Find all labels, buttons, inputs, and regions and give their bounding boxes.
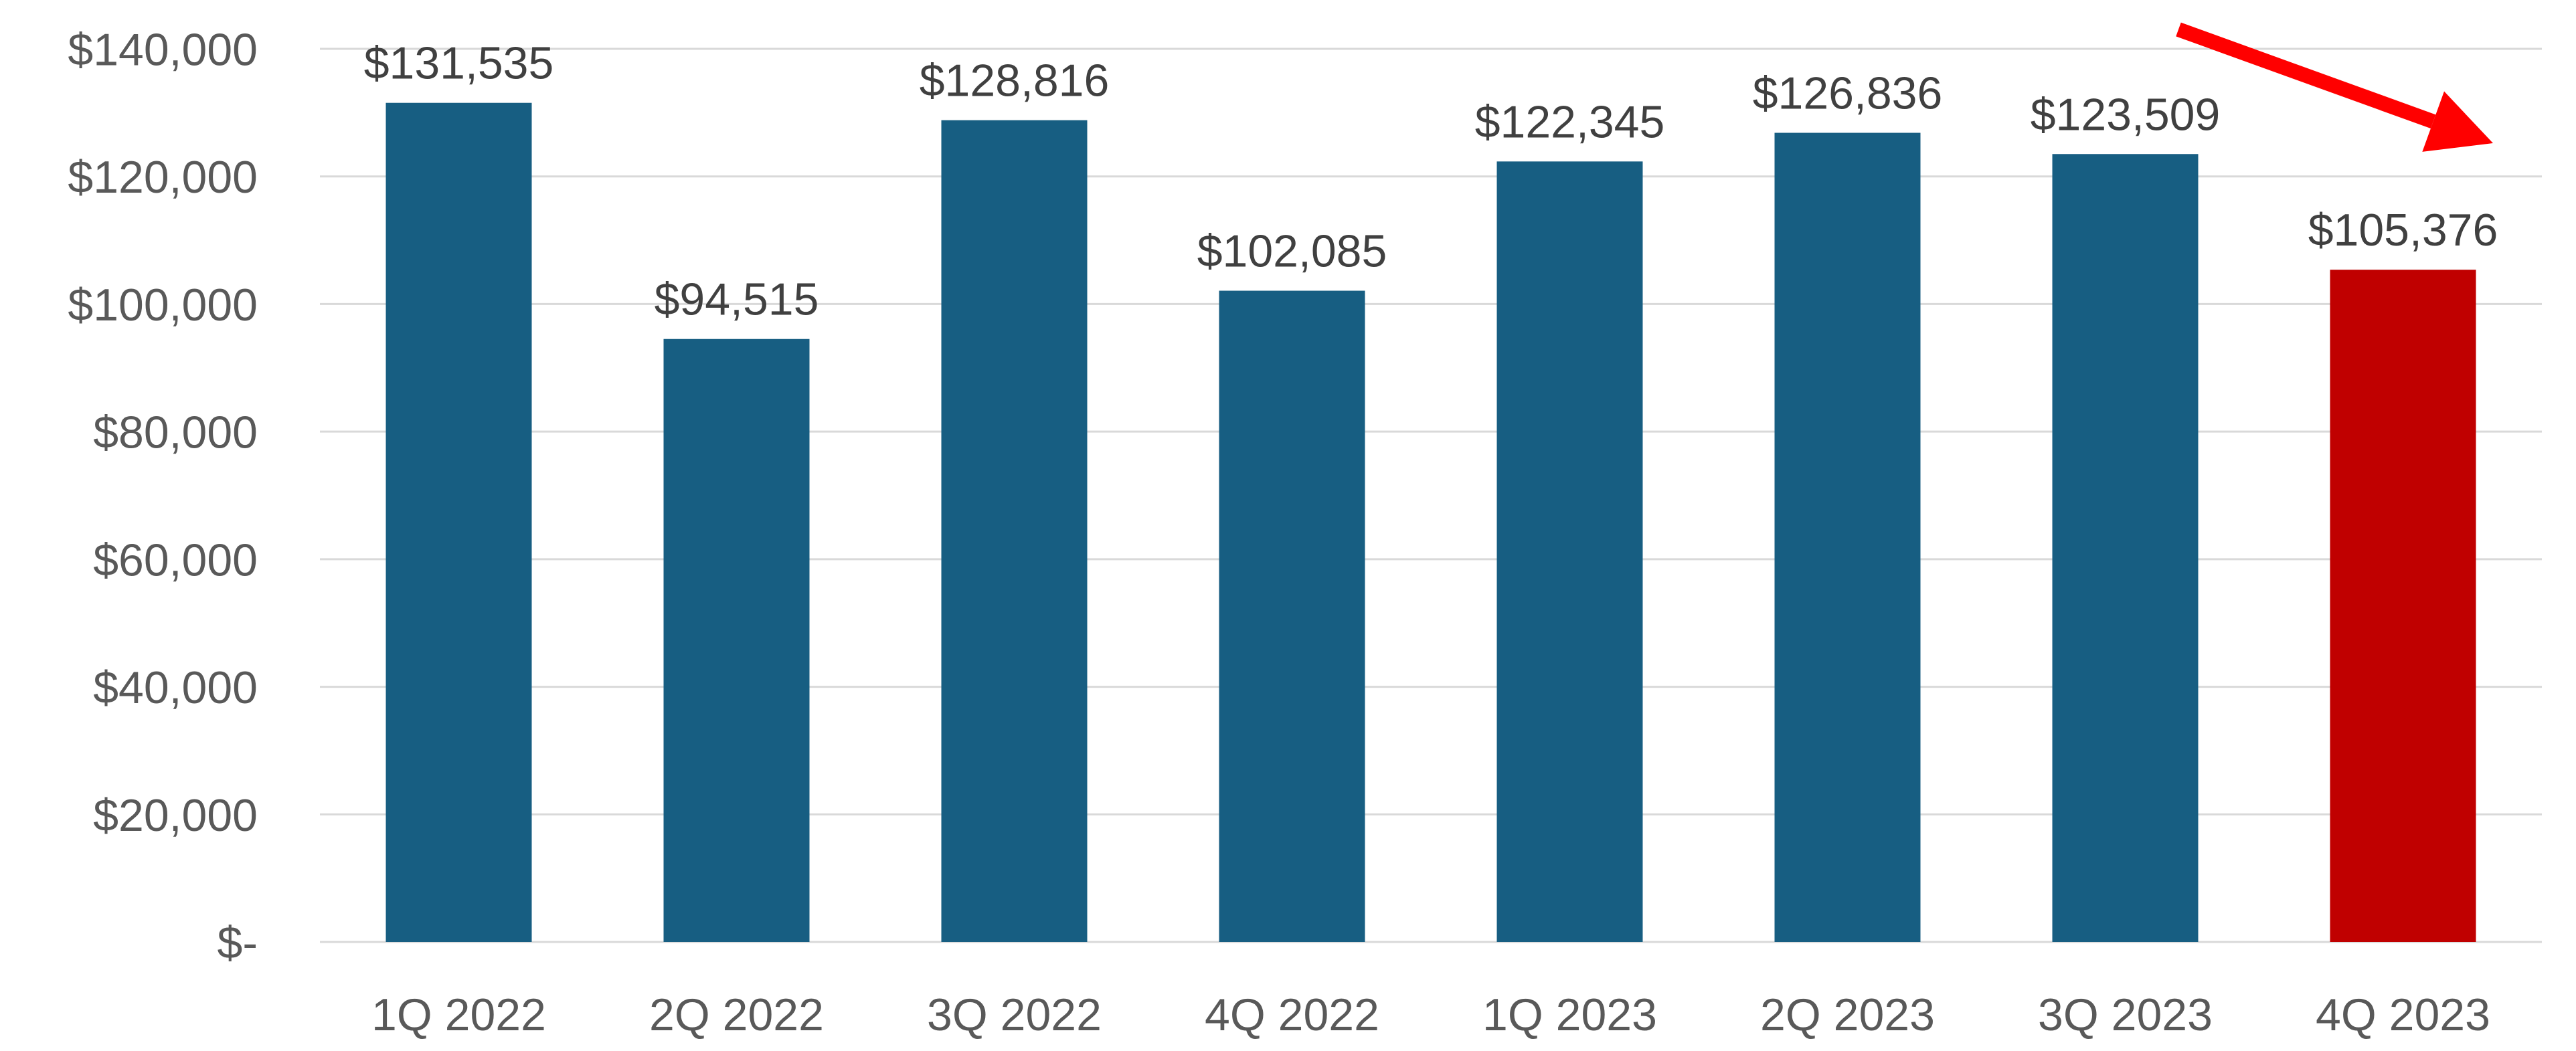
data-label: $105,376 (2308, 205, 2498, 256)
y-tick-label: $20,000 (93, 790, 258, 841)
x-tick-label: 1Q 2022 (371, 989, 546, 1040)
bars (385, 102, 2476, 943)
data-label: $123,509 (2031, 89, 2221, 140)
bar-1q-2022 (385, 102, 532, 942)
data-label: $126,836 (1753, 68, 1943, 119)
bar-4q-2023 (2330, 270, 2476, 943)
data-labels: $131,535 $94,515 $128,816 $102,085 $122,345 $… (364, 38, 2498, 325)
y-tick-label: $100,000 (68, 280, 258, 330)
data-label: $131,535 (364, 38, 554, 89)
y-tick-label: $60,000 (93, 535, 258, 585)
annotations (2176, 22, 2493, 152)
y-tick-label: $80,000 (93, 407, 258, 458)
x-tick-label: 3Q 2022 (927, 989, 1102, 1040)
data-label: $122,345 (1475, 96, 1665, 147)
y-tick-label: $40,000 (93, 662, 258, 713)
x-tick-label: 2Q 2023 (1760, 989, 1935, 1040)
x-tick-label: 2Q 2022 (649, 989, 824, 1040)
y-tick-label: $120,000 (68, 152, 258, 203)
bar-1q-2023 (1496, 161, 1643, 943)
x-tick-label: 4Q 2023 (2316, 989, 2490, 1040)
bar-2q-2023 (1774, 132, 1921, 943)
gridlines (320, 47, 2542, 943)
x-tick-label: 4Q 2022 (1205, 989, 1379, 1040)
data-label: $128,816 (920, 56, 1110, 106)
y-axis-ticks: $- $20,000 $40,000 $60,000 $80,000 $100,000 $1… (68, 24, 258, 968)
x-axis-ticks: 1Q 2022 2Q 2022 3Q 2022 4Q 2022 1Q 2023 2Q 20… (371, 989, 2490, 1040)
x-tick-label: 1Q 2023 (1482, 989, 1657, 1040)
y-tick-label: $140,000 (68, 24, 258, 75)
bar-3q-2023 (2052, 154, 2199, 943)
bar-3q-2022 (941, 120, 1088, 942)
data-label: $102,085 (1197, 226, 1387, 277)
y-tick-label: $- (218, 917, 258, 968)
trend-arrow-head-icon (2422, 91, 2493, 152)
data-label: $94,515 (655, 274, 819, 325)
bar-2q-2022 (663, 339, 810, 943)
x-tick-label: 3Q 2023 (2038, 989, 2213, 1040)
trend-arrow-shaft (2176, 22, 2436, 129)
bar-4q-2022 (1219, 290, 1365, 942)
